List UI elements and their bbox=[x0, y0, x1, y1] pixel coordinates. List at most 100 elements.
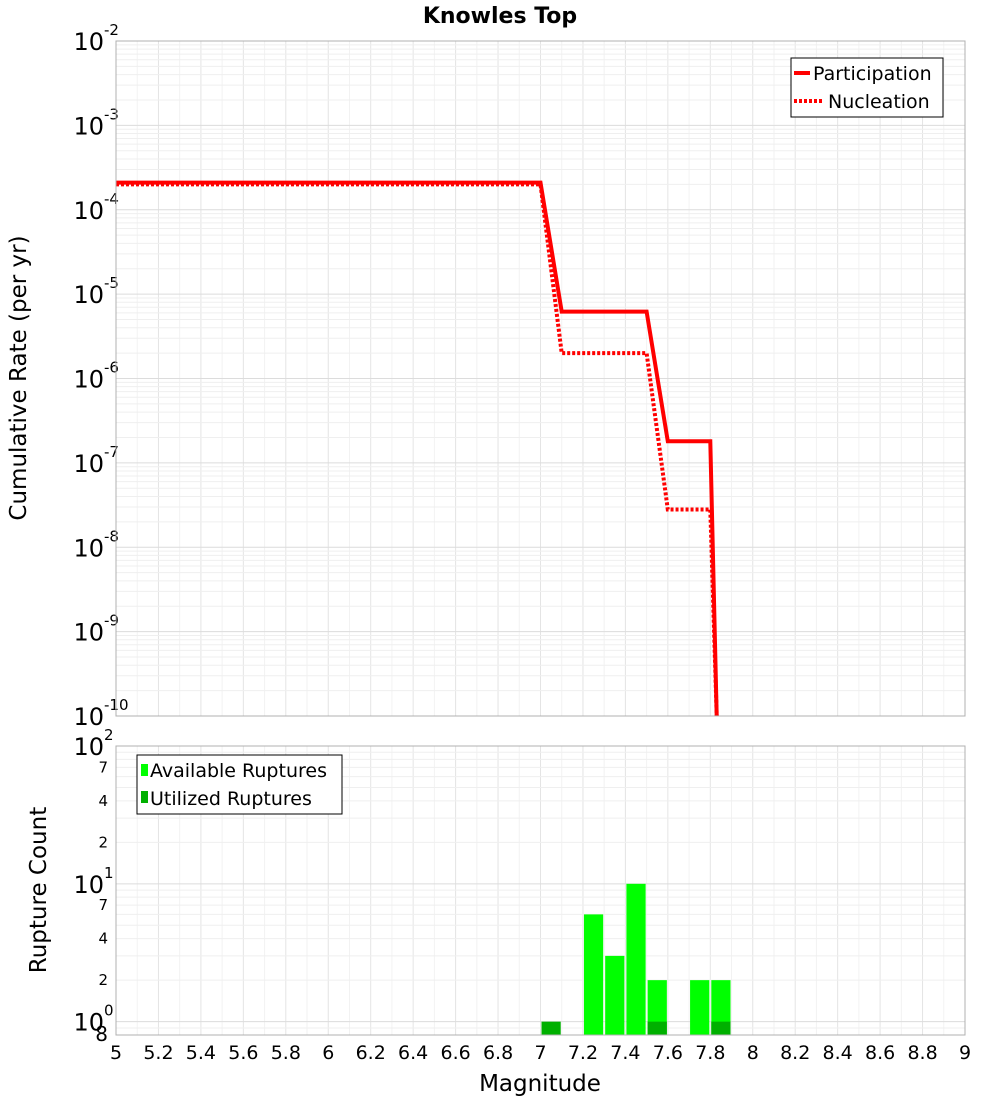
legend-available-swatch bbox=[141, 764, 148, 776]
x-tick-label: 5.4 bbox=[186, 1042, 216, 1064]
y-tick-base: 10 bbox=[73, 28, 104, 56]
y-tick-exponent: -8 bbox=[104, 527, 119, 545]
x-tick-label: 8.2 bbox=[780, 1042, 810, 1064]
x-axis-label: Magnitude bbox=[479, 1071, 601, 1097]
bottom-y-minor-label: 4 bbox=[98, 792, 108, 810]
x-tick-label: 6.4 bbox=[398, 1042, 428, 1064]
top-legend-box bbox=[790, 57, 944, 118]
x-tick-label: 6.2 bbox=[356, 1042, 386, 1064]
x-tick-label: 7.2 bbox=[568, 1042, 598, 1064]
y-tick-base: 10 bbox=[73, 197, 104, 225]
top-y-tick-label: 10 -9 bbox=[73, 612, 119, 647]
y-tick-base: 10 bbox=[73, 281, 104, 309]
top-y-tick-label: 10 -4 bbox=[73, 190, 119, 225]
y-tick-base: 10 bbox=[73, 871, 104, 899]
x-tick-label: 8 bbox=[747, 1042, 759, 1064]
top-grid bbox=[115, 41, 966, 717]
y-tick-exponent: -2 bbox=[104, 21, 119, 39]
bottom-y-minor-label: 8 bbox=[95, 1022, 108, 1046]
bar-available-ruptures bbox=[647, 980, 667, 1035]
legend-item-available: Available Ruptures bbox=[141, 760, 327, 782]
x-tick-label: 7.8 bbox=[695, 1042, 725, 1064]
x-tick-label: 5.8 bbox=[271, 1042, 301, 1064]
y-tick-exponent: -7 bbox=[104, 443, 119, 461]
legend-nucleation-label: Nucleation bbox=[828, 91, 930, 113]
y-tick-exponent: -6 bbox=[104, 359, 119, 377]
x-tick-label: 5.2 bbox=[143, 1042, 173, 1064]
top-y-tick-label: 10 -10 bbox=[73, 696, 128, 731]
bar-available-ruptures bbox=[711, 980, 731, 1035]
x-tick-label: 8.6 bbox=[865, 1042, 895, 1064]
x-tick-label: 7 bbox=[534, 1042, 546, 1064]
legend-available-label: Available Ruptures bbox=[150, 760, 327, 782]
bar-available-ruptures bbox=[626, 883, 646, 1035]
bar-available-ruptures bbox=[690, 980, 710, 1035]
x-tick-label: 6.6 bbox=[440, 1042, 470, 1064]
bottom-y-minor-label: 2 bbox=[98, 833, 108, 851]
top-series bbox=[116, 180, 719, 717]
y-tick-exponent: -4 bbox=[104, 190, 119, 208]
legend-item-nucleation: Nucleation bbox=[794, 91, 930, 113]
bar-available-ruptures bbox=[583, 914, 604, 1035]
x-tick-label: 6.8 bbox=[483, 1042, 513, 1064]
x-tick-label: 5 bbox=[110, 1042, 122, 1064]
top-y-tick-label: 10 -2 bbox=[73, 21, 119, 56]
bottom-plot-border bbox=[115, 745, 966, 1036]
y-tick-exponent: 2 bbox=[104, 726, 114, 744]
top-y-tick-label: 10 -6 bbox=[73, 359, 119, 394]
bottom-legend: Available Ruptures Utilized Ruptures bbox=[136, 754, 343, 815]
bar-utilized-ruptures bbox=[541, 1021, 561, 1035]
bottom-y-minor-label: 2 bbox=[98, 971, 108, 989]
top-y-axis-label: Cumulative Rate (per yr) bbox=[6, 235, 32, 520]
top-y-tick-label: 10 -7 bbox=[73, 443, 119, 478]
top-y-tick-labels: 10-210-310-410-510-610-710-810-910-10 bbox=[73, 21, 128, 731]
x-tick-label: 5.6 bbox=[228, 1042, 258, 1064]
top-legend: Participation Nucleation bbox=[790, 57, 944, 118]
legend-item-utilized: Utilized Ruptures bbox=[141, 788, 312, 810]
x-tick-label: 6 bbox=[322, 1042, 334, 1064]
bottom-y-axis-label: Rupture Count bbox=[26, 807, 52, 973]
top-plot-border bbox=[115, 40, 966, 717]
legend-utilized-label: Utilized Ruptures bbox=[150, 788, 312, 810]
y-tick-base: 10 bbox=[73, 733, 104, 761]
bottom-bars bbox=[541, 883, 731, 1035]
x-tick-label: 7.4 bbox=[610, 1042, 640, 1064]
y-tick-exponent: -5 bbox=[104, 274, 119, 292]
bar-available-ruptures bbox=[605, 955, 625, 1035]
top-y-tick-label: 10 -5 bbox=[73, 274, 119, 309]
bottom-y-minor-label: 7 bbox=[98, 758, 108, 776]
bar-utilized-ruptures bbox=[647, 1021, 667, 1035]
x-tick-labels: 5 5.2 5.4 5.6 5.8 6 6.2 6.4 6.6 6.8 7 7.2 7.4 7.6 7.8 8… bbox=[110, 1042, 971, 1064]
y-tick-base: 10 bbox=[73, 366, 104, 394]
y-tick-exponent: 1 bbox=[104, 864, 114, 882]
top-plot: 10-210-310-410-510-610-710-810-910-10 Cu… bbox=[6, 21, 966, 731]
x-tick-label: 9 bbox=[959, 1042, 971, 1064]
y-tick-base: 10 bbox=[73, 1009, 104, 1037]
y-tick-base: 10 bbox=[73, 450, 104, 478]
y-tick-base: 10 bbox=[73, 619, 104, 647]
bottom-y-major-label: 10 2 bbox=[73, 726, 113, 761]
chart-title: Knowles Top bbox=[423, 4, 577, 29]
bottom-y-major-label: 10 0 bbox=[73, 1002, 113, 1037]
y-tick-base: 10 bbox=[73, 112, 104, 140]
legend-participation-label: Participation bbox=[813, 63, 932, 85]
y-tick-base: 10 bbox=[73, 703, 104, 731]
top-y-tick-label: 10 -3 bbox=[73, 105, 119, 140]
y-tick-base: 10 bbox=[73, 534, 104, 562]
legend-item-participation: Participation bbox=[794, 63, 932, 85]
x-tick-label: 7.6 bbox=[653, 1042, 683, 1064]
bottom-y-minor-label: 4 bbox=[98, 930, 108, 948]
y-tick-exponent: -3 bbox=[104, 105, 119, 123]
bottom-y-major-label: 10 1 bbox=[73, 864, 113, 899]
y-tick-exponent: 0 bbox=[104, 1002, 114, 1020]
bar-utilized-ruptures bbox=[711, 1021, 731, 1035]
top-y-tick-label: 10 -8 bbox=[73, 527, 119, 562]
x-tick-label: 8.8 bbox=[907, 1042, 937, 1064]
bottom-y-minor-label: 7 bbox=[98, 896, 108, 914]
x-tick-label: 8.4 bbox=[823, 1042, 853, 1064]
bottom-legend-box bbox=[136, 754, 343, 815]
